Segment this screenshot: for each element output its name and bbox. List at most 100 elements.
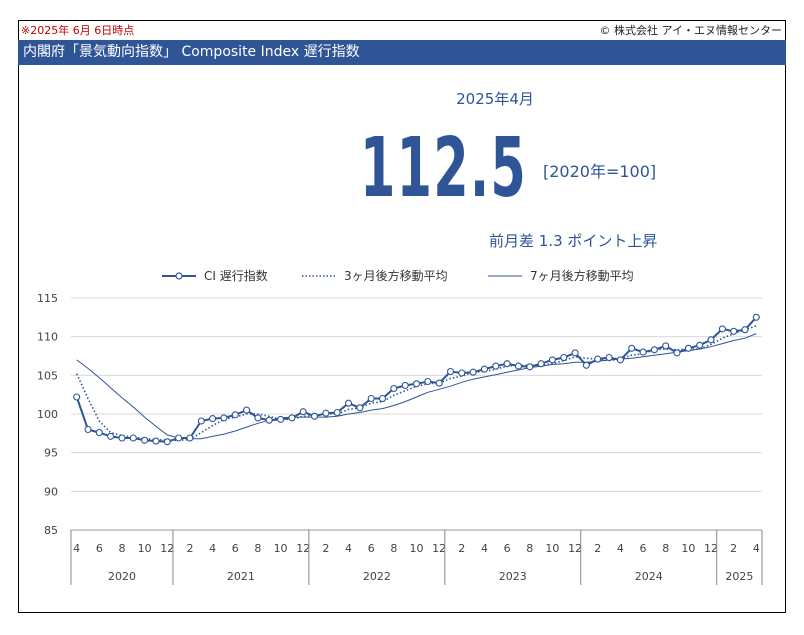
ci-point — [730, 327, 738, 335]
x-tick-label: 12 — [160, 542, 174, 555]
ci-point — [401, 381, 409, 389]
x-tick-label: 12 — [568, 542, 582, 555]
ci-point — [752, 313, 760, 321]
ci-point — [639, 348, 647, 356]
ci-point — [560, 353, 568, 362]
ci-point — [129, 434, 137, 442]
ci-point — [662, 342, 670, 350]
ci-point — [616, 356, 624, 364]
x-tick-label: 12 — [704, 542, 718, 555]
x-tick-label: 4 — [345, 542, 352, 555]
legend: CI 遅行指数 3ヶ月後方移動平均 7ヶ月後方移動平均 — [162, 268, 634, 283]
ci-point — [175, 434, 183, 442]
x-tick-label: 8 — [526, 542, 533, 555]
ci-point — [480, 365, 489, 373]
legend-label-3m: 3ヶ月後方移動平均 — [344, 268, 448, 283]
ci-point — [95, 429, 103, 437]
base-year-label: [2020年=100] — [543, 162, 657, 181]
series-group — [73, 313, 760, 446]
ci-point — [526, 363, 534, 371]
ci-point — [107, 432, 115, 440]
year-label: 2021 — [227, 570, 255, 583]
chart-frame — [18, 20, 786, 613]
copyright-notice: © 株式会社 アイ・エヌ情報センター — [599, 24, 782, 37]
ci-point — [243, 406, 251, 414]
series-line-ci — [75, 316, 758, 443]
x-tick-label: 6 — [504, 542, 511, 555]
ci-point — [310, 412, 319, 420]
ci-point — [186, 434, 194, 442]
x-tick-label: 6 — [368, 542, 375, 555]
y-tick-label: 90 — [44, 485, 58, 498]
ci-point — [684, 344, 692, 352]
legend-marker-ci — [175, 272, 183, 280]
ci-point — [435, 379, 443, 387]
y-tick-label: 85 — [44, 524, 58, 537]
year-label: 2025 — [725, 570, 753, 583]
ci-point — [390, 384, 398, 393]
x-tick-label: 2 — [594, 542, 601, 555]
ci-point — [333, 408, 341, 417]
y-tick-label: 110 — [37, 331, 58, 344]
as-of-date: ※2025年 6月 6日時点 — [21, 24, 135, 37]
x-tick-label: 2 — [730, 542, 737, 555]
ci-point — [514, 362, 523, 370]
ci-point — [220, 414, 228, 422]
x-tick-label: 6 — [640, 542, 647, 555]
ci-point — [650, 346, 658, 354]
x-tick-label: 2 — [322, 542, 329, 555]
ci-point — [741, 326, 749, 334]
ci-point — [594, 355, 602, 363]
legend-label-7m: 7ヶ月後方移動平均 — [530, 268, 634, 283]
ci-point — [197, 417, 205, 425]
y-tick-label: 95 — [44, 447, 58, 460]
x-tick-label: 10 — [545, 542, 559, 555]
ci-point — [537, 360, 545, 368]
ci-point — [548, 356, 556, 364]
ci-point — [605, 353, 613, 362]
y-tick-label: 105 — [37, 369, 58, 382]
ci-point — [344, 399, 353, 407]
ci-point — [718, 325, 726, 333]
x-axis: 4 6 8 10 12 2 4 6 8 10 12 2 4 6 8 10 12 2 4 6 8 10 12 2 4 6 8 10 12 2… — [70, 530, 763, 585]
headline-value: 112.5 — [360, 121, 528, 216]
ci-point — [231, 411, 239, 419]
ci-point — [73, 393, 81, 401]
ci-point — [503, 360, 511, 368]
year-label: 2022 — [363, 570, 391, 583]
ci-point — [118, 434, 126, 442]
ci-point — [367, 394, 375, 403]
y-axis: 85 90 95 100 105 110 115 — [37, 292, 58, 537]
year-label: 2020 — [108, 570, 136, 583]
ci-point — [424, 377, 432, 386]
x-tick-label: 4 — [753, 542, 760, 555]
period-label: 2025年4月 — [456, 90, 534, 108]
ci-point — [446, 367, 455, 376]
x-tick-label: 4 — [481, 542, 488, 555]
ci-point — [322, 409, 330, 417]
ci-point — [84, 425, 92, 434]
gridlines — [71, 297, 762, 531]
ci-point — [277, 415, 285, 423]
ci-point — [458, 369, 466, 377]
year-label: 2024 — [635, 570, 663, 583]
ci-point — [152, 437, 160, 445]
x-tick-label: 8 — [118, 542, 125, 555]
ci-point — [254, 414, 262, 422]
month-change-label: 前月差 1.3 ポイント上昇 — [489, 232, 658, 250]
x-tick-label: 10 — [410, 542, 424, 555]
x-tick-label: 4 — [209, 542, 216, 555]
x-tick-label: 2 — [458, 542, 465, 555]
x-tick-label: 12 — [296, 542, 310, 555]
legend-label-ci: CI 遅行指数 — [204, 268, 268, 283]
x-tick-label: 10 — [138, 542, 152, 555]
ci-point — [673, 349, 681, 357]
ci-point — [707, 336, 715, 344]
ci-point — [628, 344, 636, 352]
ci-point — [492, 362, 500, 370]
x-tick-label: 6 — [96, 542, 103, 555]
ci-point — [378, 394, 387, 403]
x-tick-label: 4 — [73, 542, 80, 555]
y-tick-label: 115 — [37, 292, 58, 305]
